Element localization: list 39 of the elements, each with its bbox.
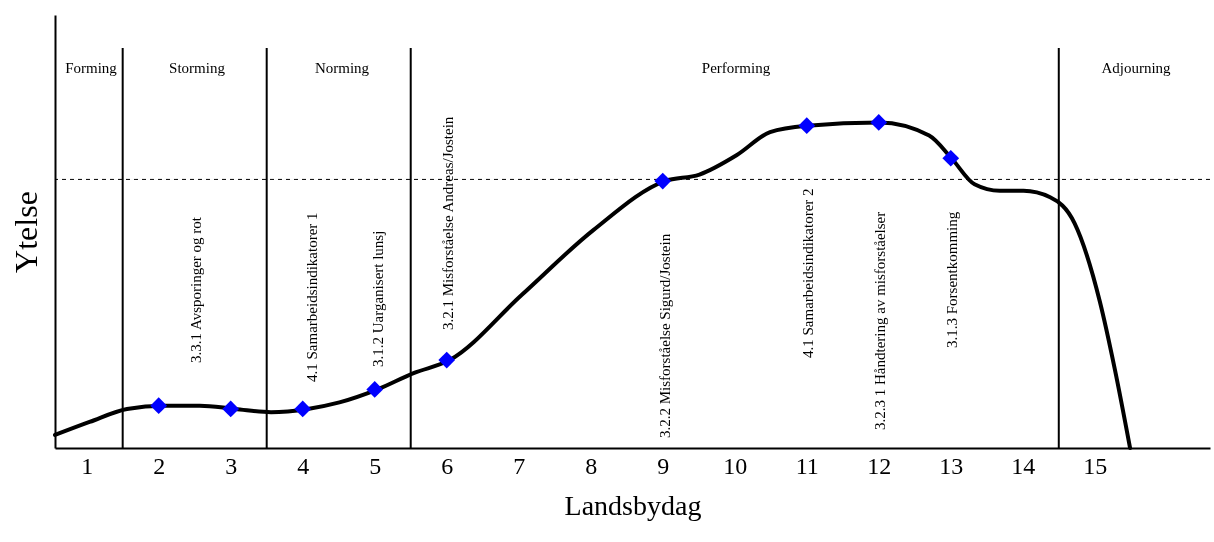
x-tick-label: 13 — [939, 452, 964, 479]
x-tick-label: 5 — [369, 452, 382, 479]
x-tick-label: 8 — [585, 452, 598, 479]
text: Performing — [701, 60, 771, 76]
text: Storming — [169, 60, 226, 76]
point — [870, 114, 888, 131]
x-tick-label: 3 — [225, 452, 238, 479]
annotation: 3.1.2 Uarganisert lunsj — [370, 230, 386, 367]
annotation: 3.2.1 Misforståelse Andreas/Jostein — [440, 116, 456, 330]
point — [222, 400, 240, 418]
point — [654, 172, 672, 190]
x-tick-label: 9 — [657, 452, 670, 479]
x-tick-label: 7 — [513, 452, 526, 479]
point — [798, 117, 816, 135]
x-tick-label: 14 — [1011, 452, 1036, 479]
annotation: 3.3.1 Avsporinger og rot — [188, 216, 204, 363]
x-tick-label: 10 — [723, 452, 748, 479]
annotation: 4.1 Samarbeidsindikatorer 1 — [304, 212, 320, 382]
point — [294, 400, 312, 418]
point — [438, 351, 456, 369]
text: Norming — [314, 60, 370, 76]
x-tick-label: 4 — [297, 452, 310, 479]
annotation: 3.2.3 1 Håndtering av misforståelser — [872, 211, 888, 430]
x-tick-label: 12 — [867, 452, 892, 479]
point — [942, 149, 960, 167]
x-tick-label: 2 — [153, 452, 166, 479]
y-axis-title: Ytelse — [7, 191, 44, 273]
x-axis-title: Landsbydag — [564, 489, 702, 521]
x-tick-label: 11 — [795, 452, 819, 479]
text: Adjourning — [1101, 60, 1172, 76]
x-tick-label: 6 — [441, 452, 454, 479]
point — [366, 381, 384, 398]
annotation: 3.1.3 Forsentkomming — [944, 211, 960, 348]
annotation: 3.2.2 Misforståelse Sigurd/Jostein — [657, 233, 673, 438]
x-tick-label: 1 — [81, 452, 94, 479]
text: Forming — [65, 60, 118, 76]
annotation: 4.1 Samarbeidsindikatorer 2 — [800, 188, 816, 358]
point — [150, 397, 168, 415]
x-tick-label: 15 — [1083, 452, 1108, 479]
